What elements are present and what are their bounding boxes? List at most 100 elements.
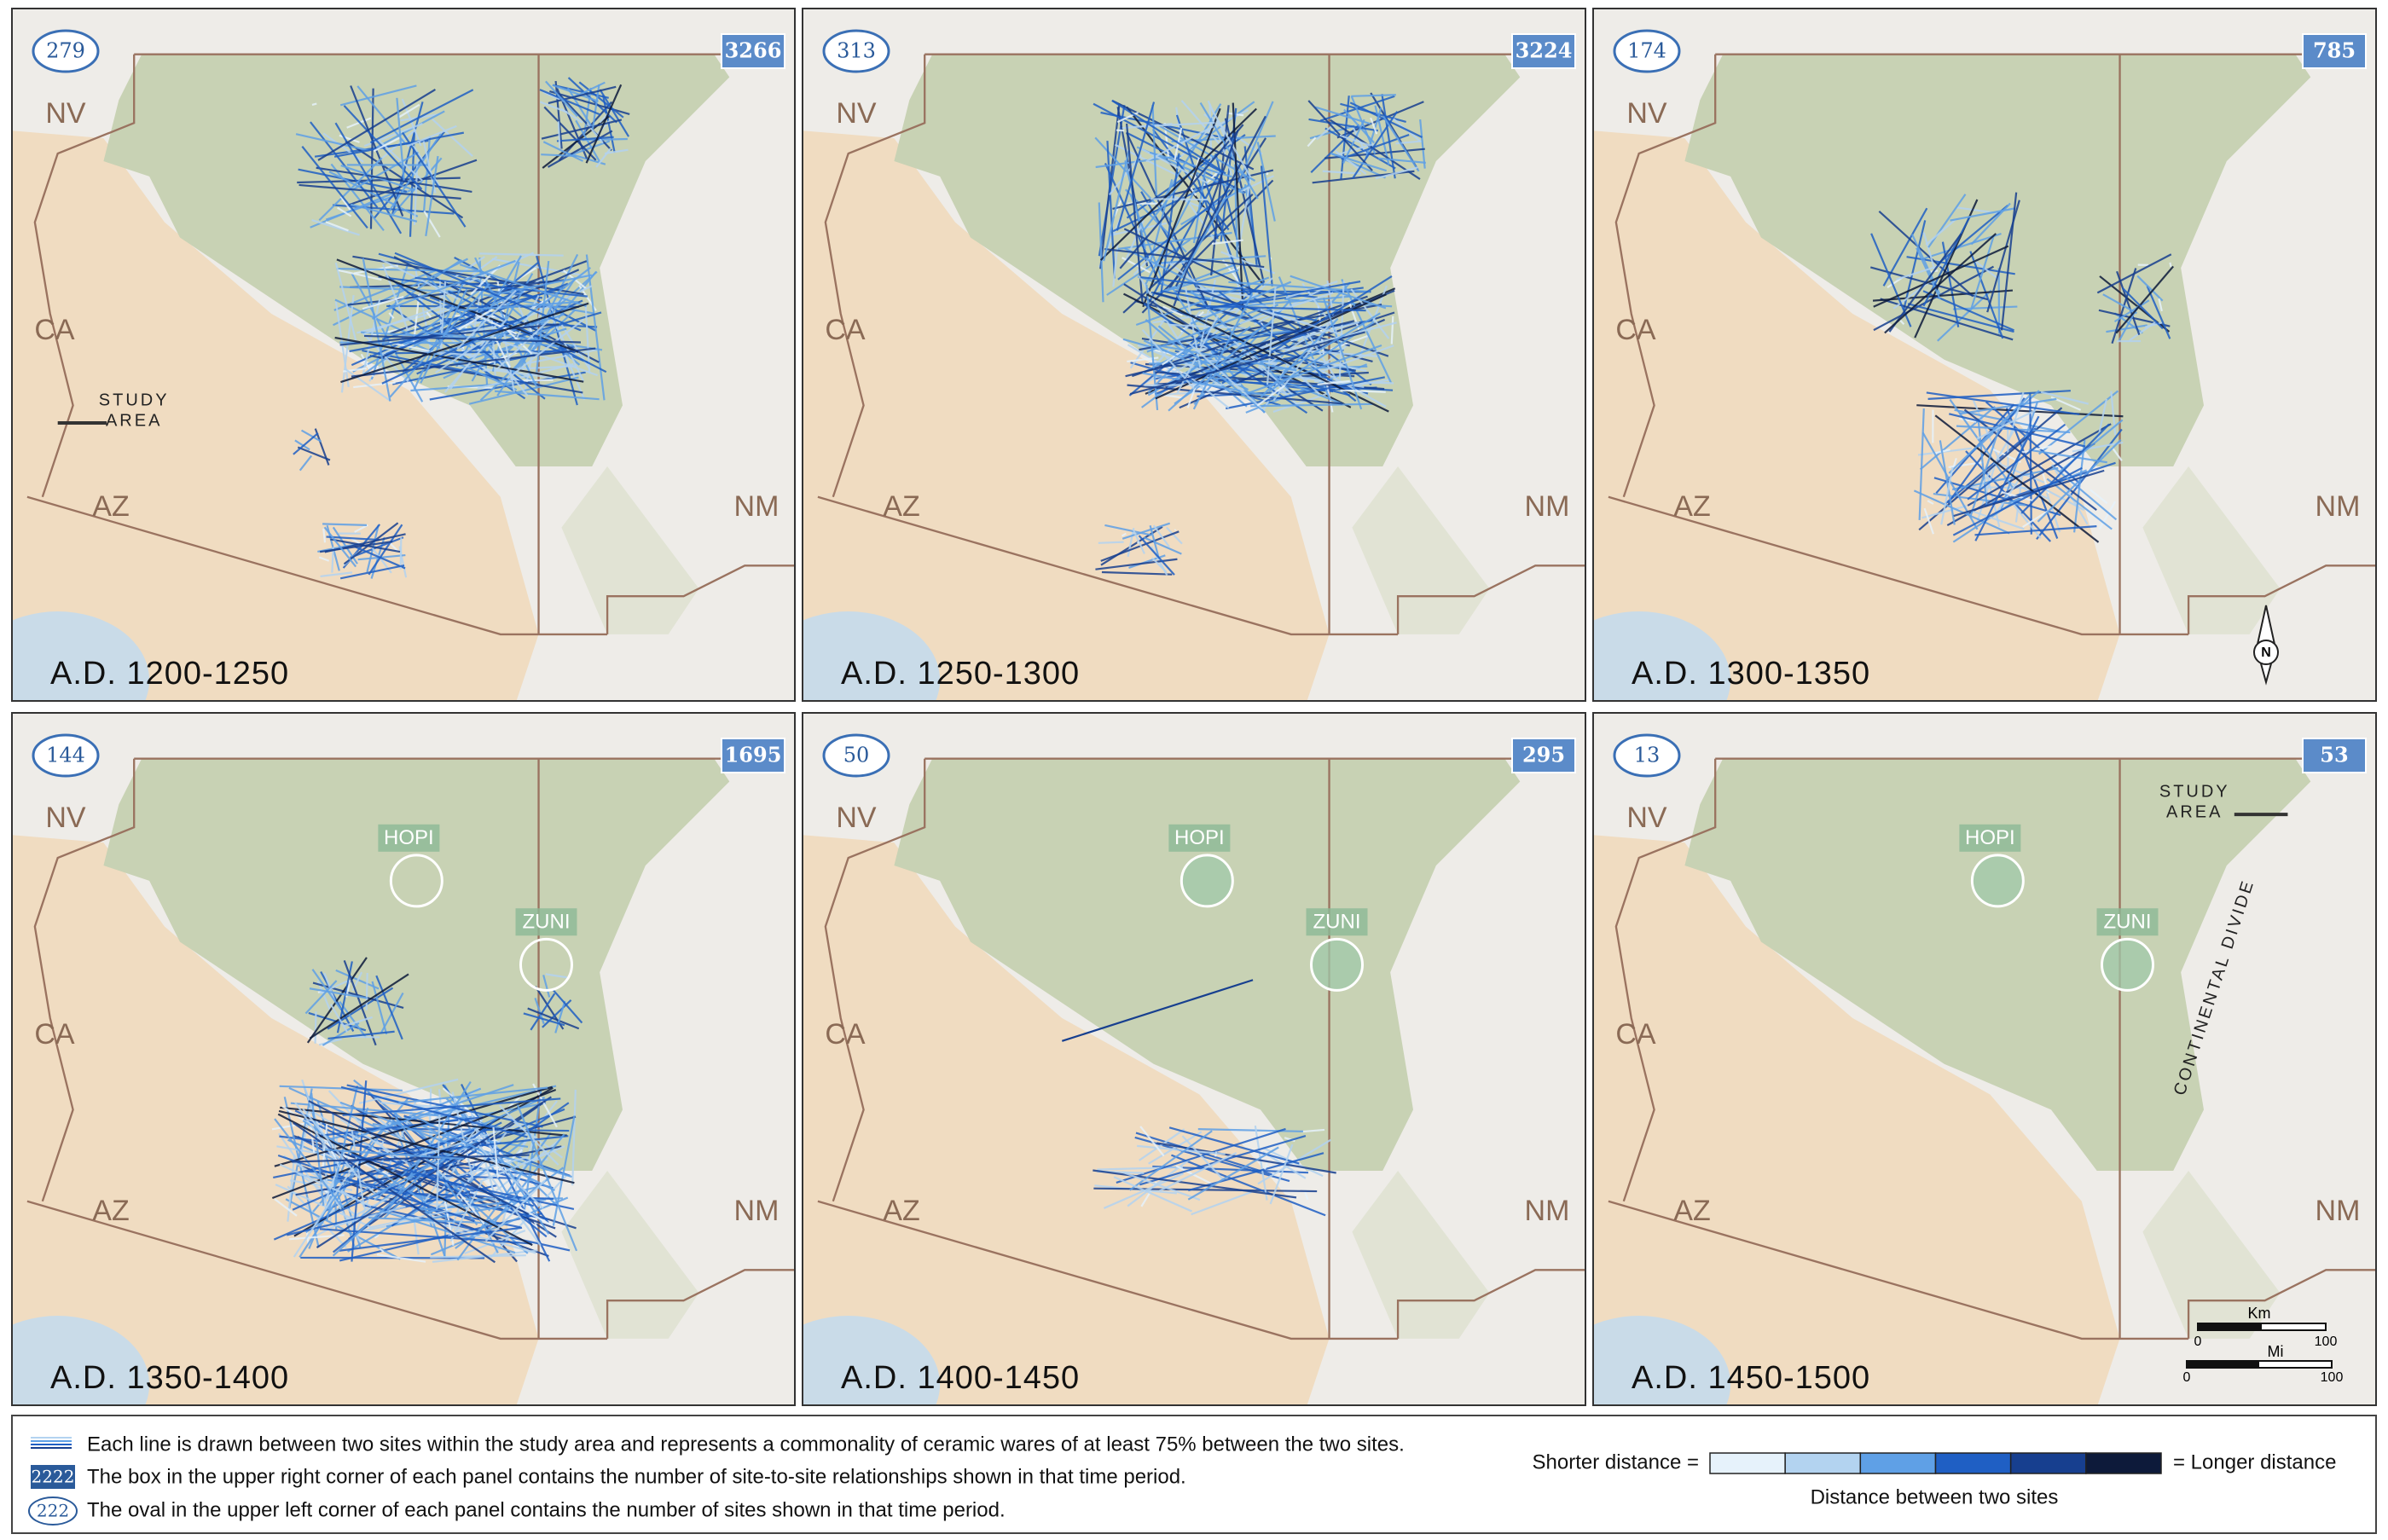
network-line (1967, 423, 2112, 507)
state-label: AZ (883, 490, 919, 523)
network-line (397, 103, 420, 119)
network-line (344, 1016, 373, 1028)
network-line (1148, 1131, 1203, 1165)
network-line (316, 980, 333, 1013)
basemap (1593, 9, 2376, 701)
network-line (362, 295, 404, 310)
network-line (1307, 136, 1317, 148)
legend-text: Distance between two sites (1811, 1485, 2059, 1508)
relationship-count: 1695 (725, 743, 782, 767)
distance-swatch (1709, 1452, 1786, 1474)
legend-text: = Longer distance (2173, 1450, 2336, 1473)
network-line (1135, 1132, 1272, 1176)
network-line (1236, 362, 1343, 405)
network-line (1340, 389, 1386, 393)
network-line (1913, 489, 2010, 535)
basemap (12, 713, 795, 1405)
network-line (356, 85, 407, 146)
network-line (527, 1007, 580, 1030)
panel-frame (802, 8, 1586, 702)
network-line (2116, 270, 2141, 336)
basemap (803, 713, 1585, 1405)
network-line (1181, 1135, 1225, 1181)
network-line (1302, 321, 1397, 348)
network-line (390, 260, 588, 335)
relationship-box (721, 738, 785, 773)
network-line (1211, 239, 1243, 246)
network-line (1322, 170, 1361, 175)
network-line (298, 454, 313, 472)
network-line (308, 1114, 316, 1153)
network-line (339, 195, 351, 211)
state-label: NV (45, 97, 86, 130)
network-line (2022, 509, 2049, 528)
network-line (1869, 266, 1989, 301)
period-label: A.D. 1350-1400 (50, 1360, 289, 1396)
network-line (2020, 423, 2110, 514)
network-line (325, 221, 349, 232)
network-line (2158, 298, 2163, 312)
network-line (1100, 530, 1180, 562)
network-line (1998, 490, 2034, 502)
network-line (1180, 199, 1226, 280)
state-label: NM (2316, 490, 2361, 523)
scale-tick: 100 (2315, 1334, 2338, 1349)
network-line (542, 141, 584, 162)
network-line (1940, 466, 1954, 525)
network-line (1156, 1142, 1336, 1174)
site-count: 313 (837, 39, 876, 63)
distance-swatch (2009, 1452, 2087, 1474)
network-line (332, 1170, 426, 1257)
period-label: A.D. 1400-1450 (841, 1360, 1080, 1396)
network-line (1149, 524, 1160, 559)
network-line (1974, 415, 2040, 541)
network-line (294, 1102, 342, 1170)
pueblo-label-bg (2096, 908, 2159, 936)
network-line (456, 289, 517, 350)
network-line (412, 1114, 517, 1170)
network-line (445, 1155, 529, 1180)
network-line (327, 1030, 395, 1040)
network-line (575, 119, 601, 163)
network-line (1106, 239, 1191, 296)
network-line (1873, 245, 2009, 308)
network-line (1187, 1152, 1324, 1192)
network-line (474, 313, 518, 335)
network-line (1304, 1190, 1309, 1201)
network-line (1954, 408, 2061, 433)
map-panel: NV CA AZ NM HOPI ZUNI A.D. 1400-1450 50 295 (802, 712, 1586, 1406)
network-line (358, 1078, 459, 1104)
network-line (339, 564, 405, 580)
network-line (1290, 275, 1387, 310)
network-line (1290, 321, 1359, 342)
network-line (1159, 1151, 1237, 1192)
network-line (1199, 279, 1216, 347)
network-line (352, 151, 419, 191)
network-line (495, 390, 600, 401)
network-line (395, 1135, 569, 1156)
network-line (1922, 232, 1936, 270)
network-line (1283, 312, 1381, 373)
study-area-label: STUDY (99, 391, 170, 409)
network-line (329, 1003, 349, 1033)
state-label: NV (45, 802, 86, 834)
pueblo-label-bg (1959, 824, 2021, 852)
network-line (1390, 316, 1394, 344)
distance-swatch (1859, 1452, 1937, 1474)
network-line (1197, 1127, 1303, 1132)
network-line (1237, 177, 1252, 248)
network-line (1316, 123, 1335, 141)
network-line (494, 337, 511, 368)
network-line (340, 1086, 528, 1138)
network-line (1171, 1154, 1326, 1217)
pueblo-label: ZUNI (1313, 911, 1361, 934)
network-line (1338, 281, 1345, 379)
scale-tick: 100 (2321, 1370, 2344, 1385)
network-line (479, 266, 592, 352)
network-line (343, 959, 377, 1046)
network-line (1143, 536, 1182, 555)
network-line (459, 263, 587, 308)
network-line (1202, 174, 1245, 294)
